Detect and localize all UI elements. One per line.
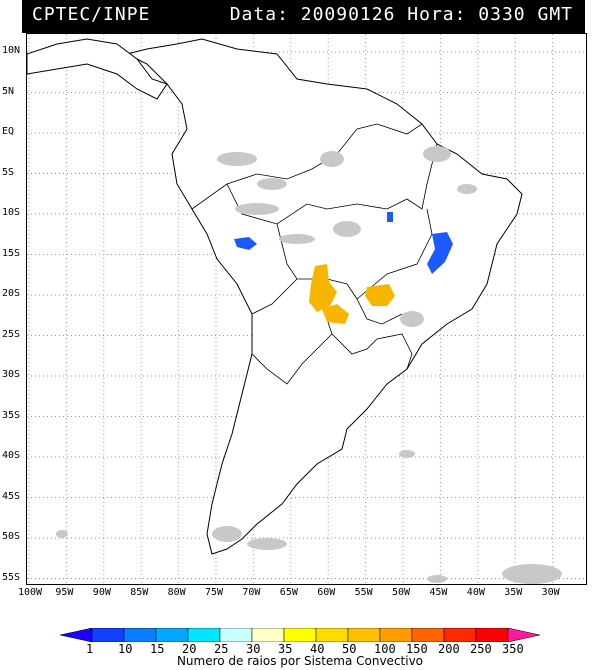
- longitude-label: 30W: [541, 587, 560, 598]
- longitude-label: 45W: [429, 587, 448, 598]
- cloud-areas: [56, 146, 562, 584]
- legend-swatch: [187, 628, 221, 642]
- legend-swatch: [155, 628, 189, 642]
- datetime-title: Data: 20090126 Hora: 0330 GMT: [229, 4, 573, 25]
- legend-swatch: [91, 628, 125, 642]
- legend-swatch: [411, 628, 445, 642]
- latitude-label: EQ: [2, 126, 15, 137]
- latitude-label: 45S: [2, 490, 21, 502]
- legend-swatch: [283, 628, 317, 642]
- legend-value-label: 20: [182, 642, 197, 656]
- longitude-label: 95W: [55, 587, 74, 598]
- longitude-label: 60W: [317, 587, 336, 598]
- latitude-label: 55S: [2, 571, 21, 583]
- legend-swatch: [251, 628, 285, 642]
- longitude-label: 80W: [167, 587, 186, 598]
- central-america-landmass: [27, 38, 168, 100]
- latitude-label: 5S: [2, 166, 15, 178]
- legend-swatch: [507, 628, 540, 642]
- legend-value-label: 40: [310, 642, 325, 656]
- latitude-label: 20S: [2, 288, 21, 299]
- longitude-label: 85W: [130, 587, 149, 598]
- legend-value-label: 1: [86, 642, 94, 656]
- latitude-label: 50S: [2, 531, 21, 542]
- legend-colorbar: [60, 628, 540, 642]
- legend-swatch: [219, 628, 253, 642]
- legend-value-label: 35: [278, 642, 293, 656]
- storm-cells-orange: [309, 264, 395, 324]
- legend-swatch: [443, 628, 477, 642]
- legend-value-label: 150: [406, 642, 428, 656]
- legend-value-label: 50: [342, 642, 357, 656]
- longitude-label: 90W: [92, 587, 111, 598]
- latitude-label: 10N: [2, 45, 21, 56]
- title-bar: CPTEC/INPE Data: 20090126 Hora: 0330 GMT: [22, 0, 585, 33]
- legend-value-label: 25: [214, 642, 229, 656]
- legend-swatch: [60, 628, 93, 642]
- legend-swatch: [315, 628, 349, 642]
- storm-cells-blue: [234, 212, 453, 274]
- map-frame: [26, 33, 587, 585]
- longitude-label: 100W: [18, 587, 43, 598]
- longitude-label: 70W: [242, 587, 261, 598]
- legend-value-label: 350: [502, 642, 524, 656]
- legend-caption: Numero de raios por Sistema Convectivo: [176, 654, 424, 668]
- longitude-label: 50W: [392, 587, 411, 598]
- legend-value-label: 200: [438, 642, 460, 656]
- longitude-label: 55W: [354, 587, 373, 598]
- legend-value-label: 30: [246, 642, 261, 656]
- map-canvas: [27, 34, 586, 584]
- longitude-label: 65W: [279, 587, 298, 598]
- legend-swatch: [123, 628, 157, 642]
- legend-value-label: 250: [470, 642, 492, 656]
- legend-swatch: [347, 628, 381, 642]
- legend-value-label: 15: [150, 642, 165, 656]
- legend-value-label: 100: [374, 642, 396, 656]
- legend-swatch: [379, 628, 413, 642]
- latitude-label: 25S: [2, 328, 21, 340]
- longitude-label: 75W: [205, 587, 224, 598]
- longitude-label: 35W: [504, 587, 523, 598]
- latitude-label: 35S: [2, 409, 21, 421]
- latitude-label: 10S: [2, 207, 21, 218]
- legend-swatch: [475, 628, 509, 642]
- latitude-label: 30S: [2, 369, 21, 380]
- longitude-label: 40W: [466, 587, 485, 598]
- agency-title: CPTEC/INPE: [32, 4, 151, 25]
- latitude-label: 40S: [2, 450, 21, 461]
- latitude-label: 5N: [2, 85, 15, 97]
- latitude-label: 15S: [2, 247, 21, 259]
- legend-value-label: 10: [118, 642, 133, 656]
